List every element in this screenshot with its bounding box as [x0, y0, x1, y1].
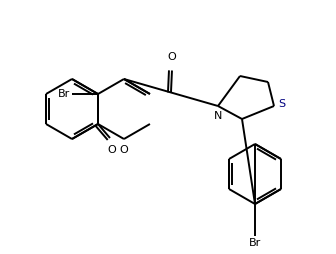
- Text: Br: Br: [58, 89, 70, 99]
- Text: O: O: [108, 145, 116, 155]
- Text: O: O: [168, 53, 176, 62]
- Text: N: N: [214, 111, 222, 121]
- Text: S: S: [278, 99, 285, 109]
- Text: O: O: [120, 145, 128, 155]
- Text: Br: Br: [249, 238, 261, 248]
